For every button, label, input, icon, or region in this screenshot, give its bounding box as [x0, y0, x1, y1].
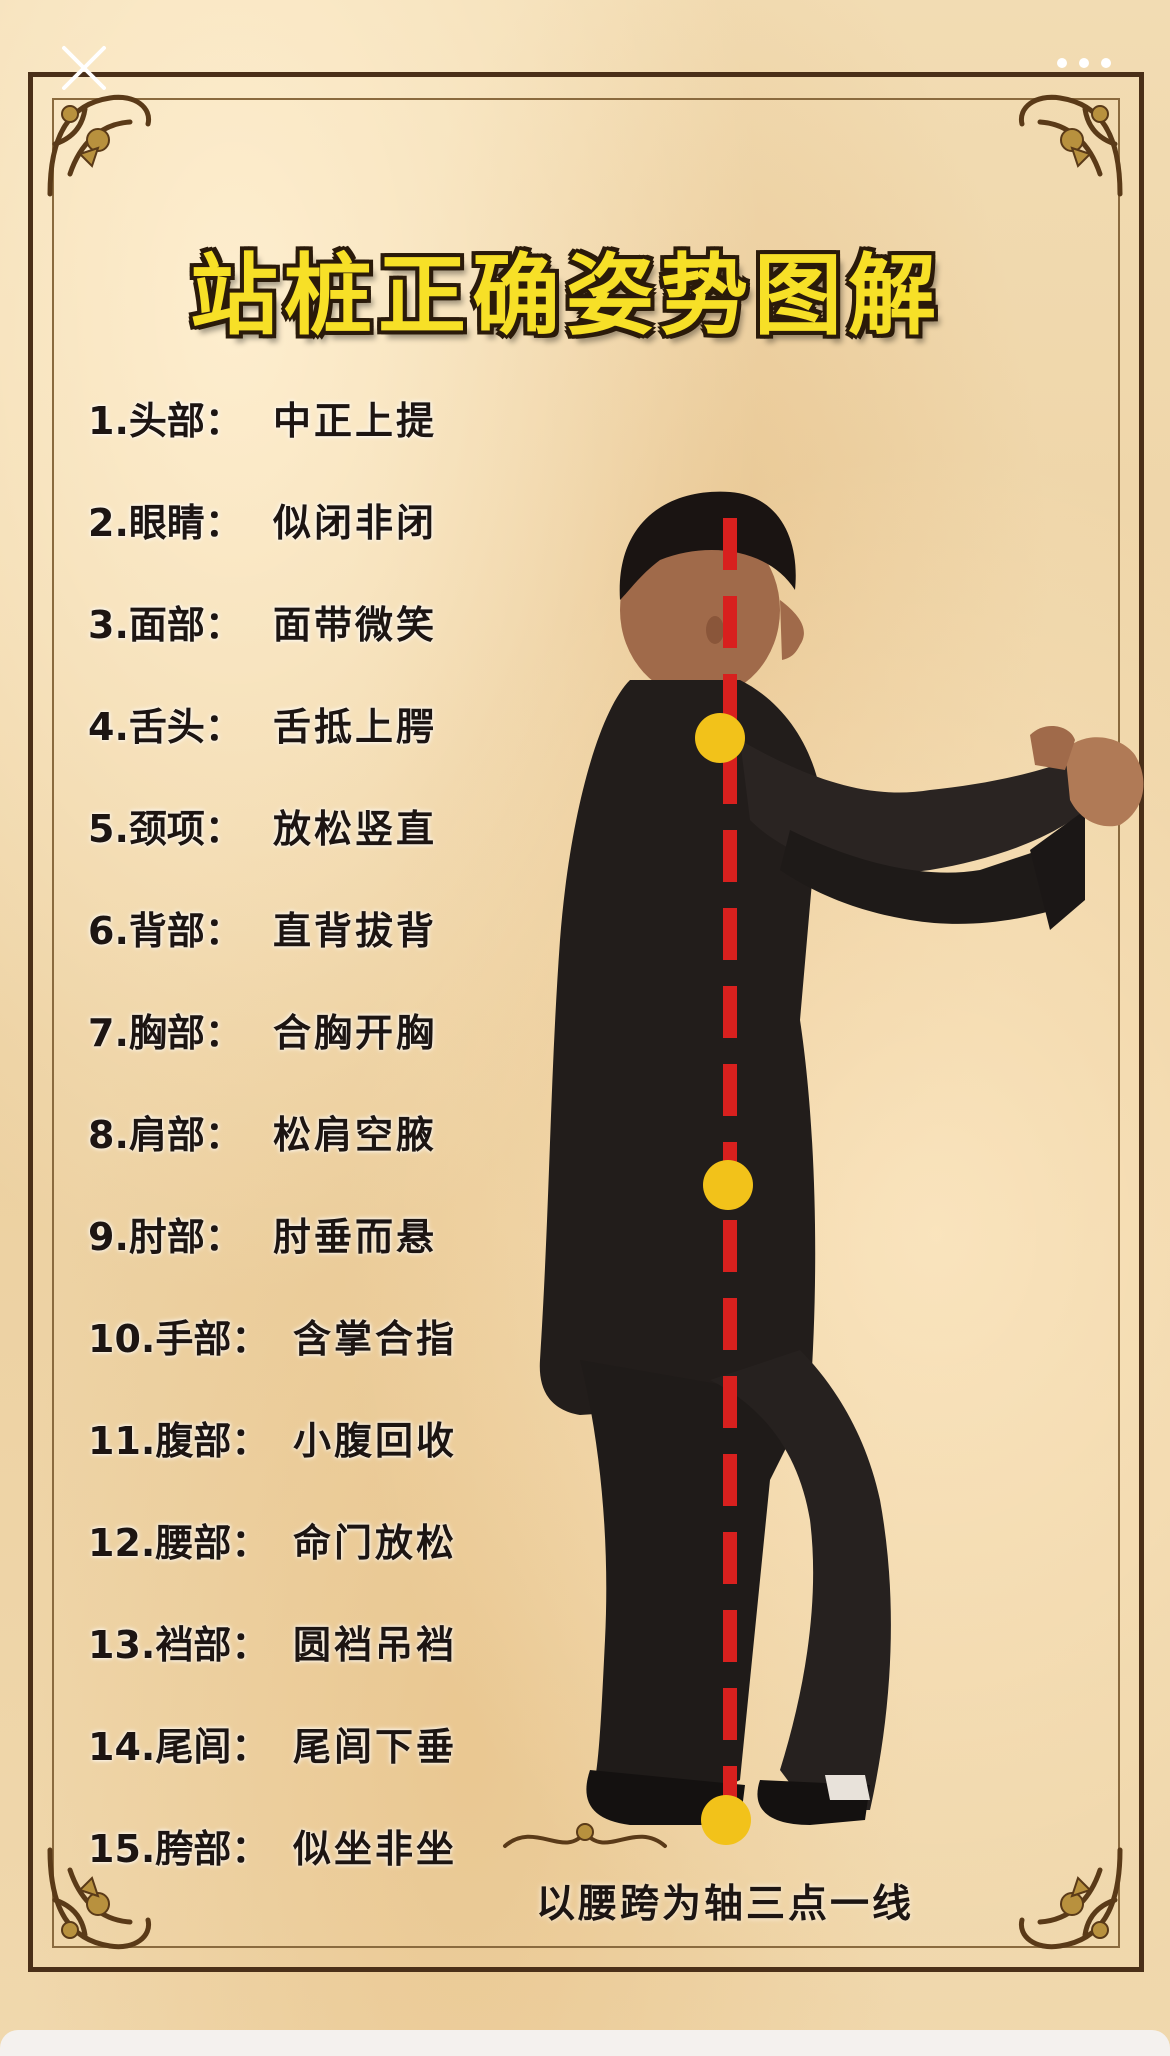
- item-label: 7.胸部：: [88, 1011, 243, 1055]
- item-value: 小腹回收: [293, 1419, 458, 1463]
- close-button[interactable]: [56, 40, 112, 96]
- item-label: 10.手部：: [88, 1317, 270, 1361]
- figure-head: [619, 491, 804, 740]
- item-label: 3.面部：: [88, 603, 243, 647]
- alignment-dot-foot: [701, 1795, 751, 1845]
- more-options-button[interactable]: [1052, 48, 1116, 78]
- alignment-dot-neck: [695, 713, 745, 763]
- item-value: 面带微笑: [273, 603, 438, 647]
- list-item: 6.背部： 直背拔背: [88, 896, 518, 966]
- item-value: 圆裆吊裆: [293, 1623, 458, 1667]
- close-icon: [62, 46, 106, 90]
- item-label: 8.肩部：: [88, 1113, 243, 1157]
- divider-ornament-icon: [503, 1823, 667, 1848]
- item-label: 2.眼睛：: [88, 501, 243, 545]
- item-label: 15.胯部：: [88, 1827, 270, 1871]
- item-value: 含掌合指: [293, 1317, 458, 1361]
- item-label: 4.舌头：: [88, 705, 243, 749]
- item-value: 命门放松: [293, 1521, 458, 1565]
- list-item: 7.胸部： 合胸开胸: [88, 998, 518, 1068]
- list-item: 2.眼睛： 似闭非闭: [88, 488, 518, 558]
- figure-legs: [580, 1350, 891, 1825]
- list-item: 11.腹部： 小腹回收: [88, 1406, 518, 1476]
- list-item: 9.肘部： 肘垂而悬: [88, 1202, 518, 1272]
- list-item: 10.手部： 含掌合指: [88, 1304, 518, 1374]
- list-item: 14.尾闾： 尾闾下垂: [88, 1712, 518, 1782]
- item-label: 1.头部：: [88, 399, 243, 443]
- item-label: 6.背部：: [88, 909, 243, 953]
- item-label: 9.肘部：: [88, 1215, 243, 1259]
- item-value: 直背拔背: [273, 909, 438, 953]
- item-value: 松肩空腋: [273, 1113, 438, 1157]
- item-label: 11.腹部：: [88, 1419, 270, 1463]
- corner-ornament-icon: [1018, 1847, 1123, 1950]
- list-item: 13.裆部： 圆裆吊裆: [88, 1610, 518, 1680]
- list-item: 12.腰部： 命门放松: [88, 1508, 518, 1578]
- outer-frame: [28, 72, 1144, 1972]
- item-value: 中正上提: [273, 399, 438, 443]
- item-label: 13.裆部：: [88, 1623, 270, 1667]
- list-item: 5.颈项： 放松竖直: [88, 794, 518, 864]
- list-item: 8.肩部： 松肩空腋: [88, 1100, 518, 1170]
- list-item: 15.胯部： 似坐非坐: [88, 1814, 518, 1884]
- inner-frame: [52, 98, 1120, 1948]
- item-value: 合胸开胸: [273, 1011, 438, 1055]
- standing-posture-figure: [539, 491, 1144, 1845]
- item-label: 14.尾闾：: [88, 1725, 270, 1769]
- list-item: 1.头部： 中正上提: [88, 386, 518, 456]
- item-value: 似坐非坐: [293, 1827, 458, 1871]
- figure-body: [539, 680, 1144, 1415]
- corner-ornament-icon: [47, 94, 152, 197]
- item-label: 12.腰部：: [88, 1521, 270, 1565]
- list-item: 3.面部： 面带微笑: [88, 590, 518, 660]
- corner-ornament-icon: [47, 1847, 152, 1950]
- item-value: 放松竖直: [273, 807, 438, 851]
- item-value: 尾闾下垂: [293, 1725, 458, 1769]
- item-value: 似闭非闭: [273, 501, 438, 545]
- bottom-sheet-edge: [0, 2030, 1170, 2056]
- more-options-icon: [1057, 58, 1111, 68]
- page-title: 站桩正确姿势图解: [190, 243, 943, 347]
- item-label: 5.颈项：: [88, 807, 243, 851]
- list-item: 4.舌头： 舌抵上腭: [88, 692, 518, 762]
- axis-caption: 以腰跨为轴三点一线: [536, 1882, 915, 1927]
- alignment-dot-waist: [703, 1160, 753, 1210]
- item-value: 舌抵上腭: [273, 705, 438, 749]
- corner-ornament-icon: [1018, 94, 1123, 197]
- item-value: 肘垂而悬: [273, 1215, 438, 1259]
